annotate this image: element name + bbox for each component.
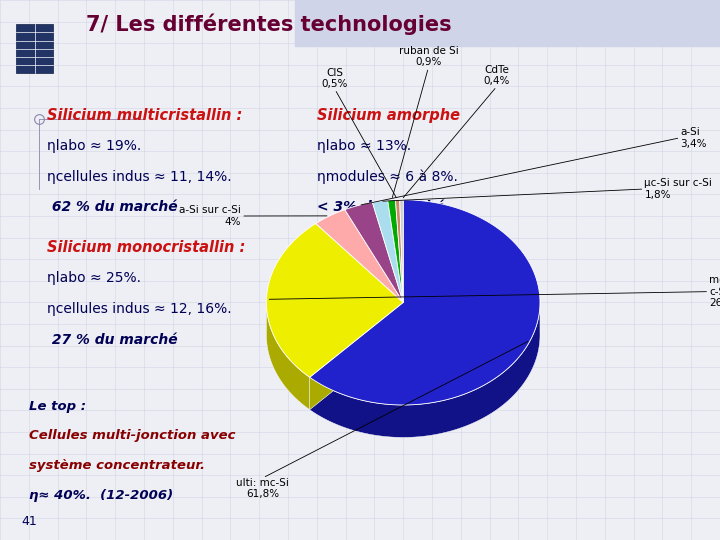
Polygon shape xyxy=(316,210,403,302)
Text: ulti: mc-Si
61,8%: ulti: mc-Si 61,8% xyxy=(236,478,289,500)
Text: ruban de Si
0,9%: ruban de Si 0,9% xyxy=(399,46,458,68)
Polygon shape xyxy=(395,200,403,302)
Polygon shape xyxy=(310,200,540,405)
Text: Silicium monocristallin :: Silicium monocristallin : xyxy=(47,240,246,255)
Polygon shape xyxy=(266,224,403,377)
Text: CIS
0,5%: CIS 0,5% xyxy=(322,68,348,89)
Text: Cellules multi-jonction avec: Cellules multi-jonction avec xyxy=(29,429,235,442)
Text: µc-Si sur c-Si
1,8%: µc-Si sur c-Si 1,8% xyxy=(644,178,712,200)
Text: ηcellules indus ≈ 12, 16%.: ηcellules indus ≈ 12, 16%. xyxy=(47,302,231,316)
Text: a-Si sur c-Si
4%: a-Si sur c-Si 4% xyxy=(179,205,241,227)
Text: Silicium multicristallin :: Silicium multicristallin : xyxy=(47,108,242,123)
Polygon shape xyxy=(310,302,403,410)
Polygon shape xyxy=(310,302,403,410)
Text: ηlabo ≈ 13%.: ηlabo ≈ 13%. xyxy=(317,139,411,153)
FancyBboxPatch shape xyxy=(16,24,53,73)
Text: a-Si
3,4%: a-Si 3,4% xyxy=(680,127,707,148)
Text: η≈ 40%.  (12-2006): η≈ 40%. (12-2006) xyxy=(29,489,173,502)
Text: ηcellules indus ≈ 11, 14%.: ηcellules indus ≈ 11, 14%. xyxy=(47,170,231,184)
Text: Le top :: Le top : xyxy=(29,400,86,413)
Text: CdTe
0,4%: CdTe 0,4% xyxy=(484,65,510,86)
Text: Silicium amorphe: Silicium amorphe xyxy=(317,108,460,123)
Text: système concentrateur.: système concentrateur. xyxy=(29,459,204,472)
Text: < 3% du marché: < 3% du marché xyxy=(317,200,444,214)
Text: 62 % du marché: 62 % du marché xyxy=(47,200,177,214)
Text: 27 % du marché: 27 % du marché xyxy=(47,333,177,347)
Polygon shape xyxy=(345,202,403,302)
Text: 41: 41 xyxy=(22,515,37,528)
Text: mono
c-Si
26,9%: mono c-Si 26,9% xyxy=(709,275,720,308)
Text: 7/ Les différentes technologies: 7/ Les différentes technologies xyxy=(86,14,452,35)
Text: ηlabo ≈ 25%.: ηlabo ≈ 25%. xyxy=(47,271,141,285)
Text: ηlabo ≈ 19%.: ηlabo ≈ 19%. xyxy=(47,139,141,153)
Polygon shape xyxy=(400,200,403,302)
Polygon shape xyxy=(310,300,540,437)
Polygon shape xyxy=(372,200,403,302)
Polygon shape xyxy=(387,200,403,302)
Text: ηmodules ≈ 6 à 8%.: ηmodules ≈ 6 à 8%. xyxy=(317,170,458,184)
Polygon shape xyxy=(266,300,310,410)
